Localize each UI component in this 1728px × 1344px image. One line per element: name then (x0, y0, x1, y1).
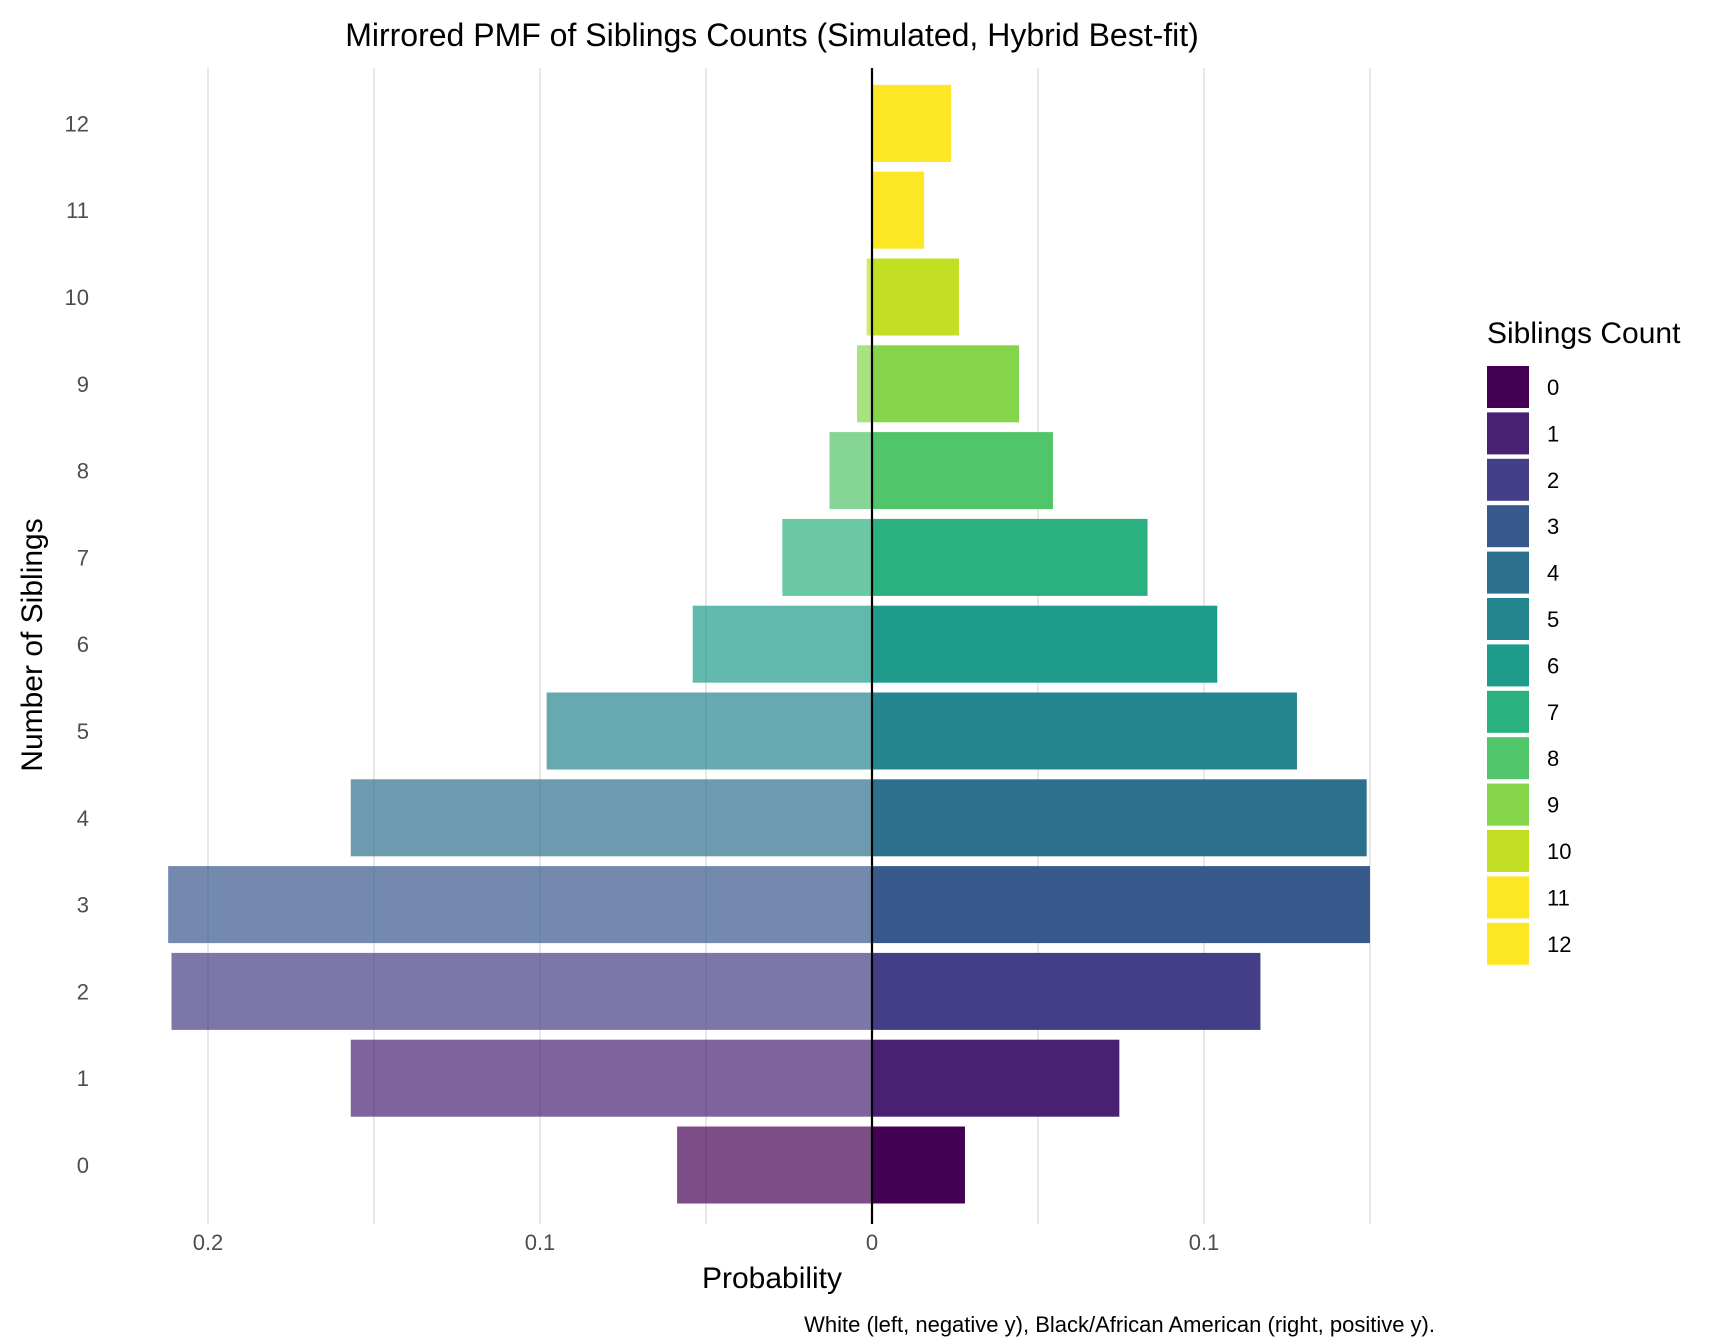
legend-title: Siblings Count (1487, 317, 1681, 350)
bar-white-9 (857, 345, 872, 423)
legend-label: 9 (1547, 793, 1559, 818)
legend-label: 10 (1547, 839, 1571, 864)
legend-label: 12 (1547, 932, 1571, 957)
y-tick-label: 9 (77, 372, 89, 397)
y-tick-label: 11 (66, 198, 89, 223)
bar-white-2 (171, 952, 873, 1030)
legend-label: 11 (1547, 885, 1570, 910)
legend-label: 3 (1547, 514, 1559, 539)
bar-white-4 (350, 779, 872, 857)
bar-black-9 (872, 345, 1020, 423)
legend-label: 8 (1547, 746, 1559, 771)
x-tick-label: 0.1 (525, 1230, 556, 1255)
bar-black-0 (872, 1126, 965, 1204)
y-tick-label: 3 (77, 893, 89, 918)
x-axis-title: Probability (702, 1262, 842, 1295)
bar-black-8 (872, 432, 1053, 510)
y-tick-label: 7 (77, 545, 89, 570)
legend-key-10 (1487, 830, 1529, 872)
legend-label: 4 (1547, 561, 1559, 586)
y-tick-label: 10 (65, 285, 89, 310)
black-series-bars (872, 84, 1370, 1204)
chart-caption: White (left, negative y), Black/African … (804, 1312, 1435, 1337)
bar-white-6 (692, 605, 872, 683)
bar-white-3 (168, 866, 872, 944)
bar-black-4 (872, 779, 1367, 857)
legend-key-3 (1487, 505, 1529, 548)
legend-label: 0 (1547, 375, 1559, 400)
y-tick-label: 8 (77, 459, 89, 484)
legend-label: 5 (1547, 607, 1559, 632)
bar-black-1 (872, 1039, 1120, 1117)
legend-key-8 (1487, 737, 1529, 780)
x-tick-label: 0 (866, 1230, 878, 1255)
y-tick-label: 4 (77, 806, 89, 831)
bar-black-11 (872, 171, 925, 249)
bar-white-1 (350, 1039, 872, 1117)
bar-black-10 (872, 258, 959, 336)
legend-key-5 (1487, 598, 1529, 640)
bar-white-10 (866, 258, 872, 336)
x-tick-label: 0.1 (1189, 1230, 1220, 1255)
legend-key-2 (1487, 458, 1529, 501)
legend-label: 7 (1547, 700, 1559, 725)
x-axis-tick-labels: 0.2 0.1 0 0.1 (193, 1230, 1220, 1255)
bar-white-0 (677, 1126, 872, 1204)
legend-key-0 (1487, 366, 1529, 408)
legend-label: 6 (1547, 653, 1559, 678)
y-tick-label: 2 (77, 979, 89, 1004)
bar-black-2 (872, 952, 1261, 1030)
legend-key-9 (1487, 783, 1529, 826)
y-tick-label: 1 (77, 1066, 89, 1091)
legend-key-12 (1487, 922, 1529, 965)
legend-key-1 (1487, 412, 1529, 455)
legend-key-6 (1487, 644, 1529, 687)
legend-key-11 (1487, 876, 1529, 919)
x-tick-label: 0.2 (193, 1230, 224, 1255)
y-tick-label: 0 (77, 1153, 89, 1178)
bar-black-5 (872, 692, 1297, 770)
bar-black-3 (872, 866, 1370, 944)
bar-white-8 (829, 432, 872, 510)
y-tick-label: 6 (77, 632, 89, 657)
bar-black-12 (872, 84, 952, 162)
y-tick-label: 5 (77, 719, 89, 744)
bar-black-6 (872, 605, 1218, 683)
legend-label: 2 (1547, 468, 1559, 493)
white-series-bars (168, 171, 873, 1204)
legend-label: 1 (1547, 421, 1559, 446)
y-axis-title: Number of Siblings (16, 518, 49, 771)
chart-title: Mirrored PMF of Siblings Counts (Simulat… (345, 17, 1199, 53)
bar-black-7 (872, 518, 1148, 596)
bar-white-5 (546, 692, 872, 770)
legend-key-7 (1487, 690, 1529, 733)
bar-white-7 (782, 518, 872, 596)
legend-key-4 (1487, 551, 1529, 594)
y-tick-label: 12 (65, 111, 89, 136)
